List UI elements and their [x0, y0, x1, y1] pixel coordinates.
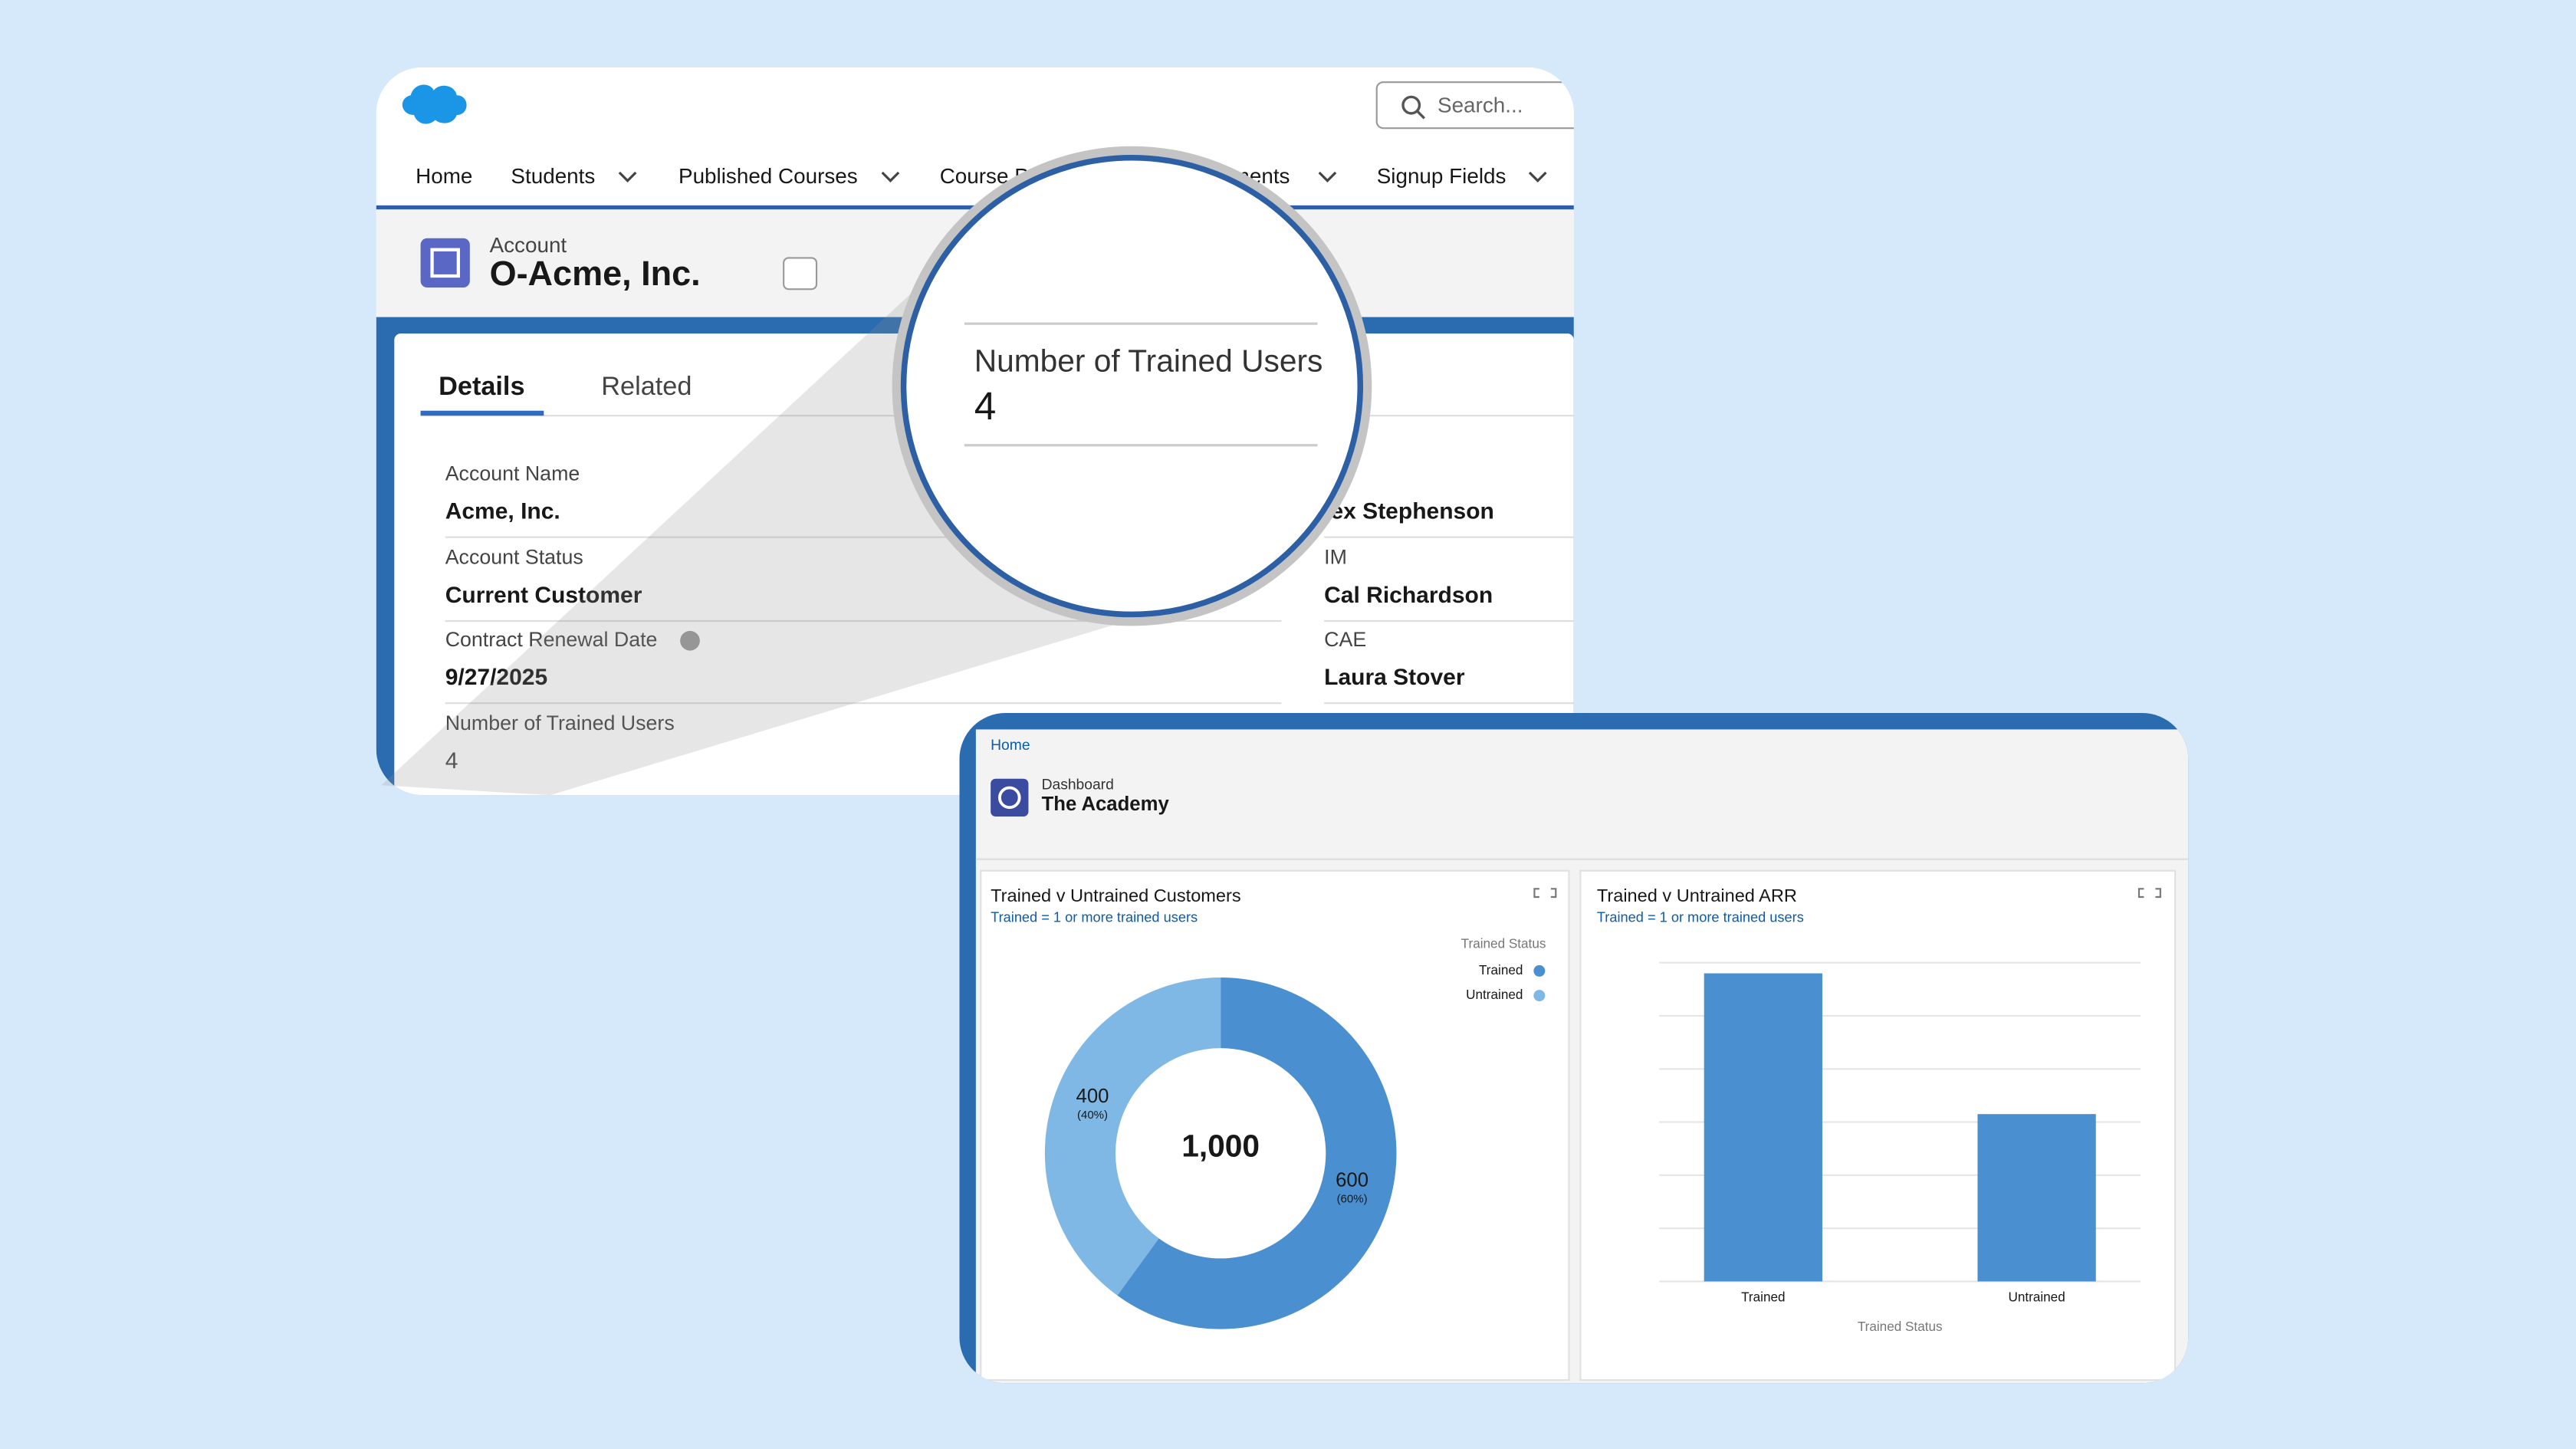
field-value: Current Customer: [445, 583, 642, 608]
x-tick-label: Untrained: [2008, 1289, 2065, 1304]
fields: Details Related Account Name Acme, Inc. Acco…: [439, 372, 1574, 774]
field-label: Account Name: [445, 462, 580, 485]
charts: Trained v Untrained Customers Trained = 1…: [991, 886, 2141, 1334]
expand-icon[interactable]: [2137, 888, 2161, 899]
field-label: IM: [1324, 546, 1347, 569]
search-icon: [1401, 95, 1421, 115]
magnifier-label: Number of Trained Users: [974, 343, 1323, 378]
legend-label: Trained: [1479, 962, 1523, 978]
legend-label: Untrained: [1466, 987, 1523, 1002]
dashboard-icon-glyph: [998, 786, 1021, 810]
nav-chevron: [1528, 171, 1547, 182]
center-label: 1,000: [1181, 1129, 1260, 1164]
segment-percent: (40%): [1077, 1109, 1108, 1122]
field-value: Acme, Inc.: [445, 498, 560, 524]
chart-title: Trained v Untrained Customers: [991, 886, 1241, 905]
field-label: Contract Renewal Date: [445, 628, 658, 651]
record-type: Dashboard: [1042, 777, 1114, 793]
bar: [1704, 973, 1822, 1282]
nav-item[interactable]: Home: [416, 164, 472, 188]
field-value: lex Stephenson: [1324, 498, 1494, 524]
breadcrumb[interactable]: Home: [991, 738, 1030, 754]
tab[interactable]: Details: [439, 372, 524, 401]
donut-segment: [1117, 978, 1397, 1329]
expand-icon[interactable]: [1533, 888, 1557, 899]
active-tab-underline: [420, 410, 544, 416]
segment-value: 600: [1336, 1170, 1368, 1191]
record-name: O-Acme, Inc.: [490, 254, 701, 293]
field-value: 9/27/2025: [445, 665, 547, 690]
nav-item[interactable]: Signup Fields: [1377, 164, 1506, 188]
chart-subtitle: Trained = 1 or more trained users: [1597, 910, 1804, 925]
search-placeholder: Search...: [1438, 94, 1523, 117]
magnifier: Number of Trained Users 4: [892, 146, 1372, 626]
x-axis-label: Trained Status: [1858, 1319, 1943, 1334]
info-icon: [680, 630, 700, 651]
magnifier-value: 4: [974, 383, 997, 428]
segment-value: 400: [1076, 1086, 1109, 1107]
legend-dot: [1533, 990, 1546, 1002]
field-label: Account Status: [445, 546, 583, 569]
dashboard-icon: [991, 778, 1029, 816]
tab[interactable]: Related: [601, 372, 692, 401]
chart-title: Trained v Untrained ARR: [1597, 886, 1797, 905]
dashboard-card: Home Dashboard The Academy Trained v Unt…: [959, 713, 2189, 1384]
nav-item[interactable]: Students: [511, 164, 595, 188]
dashboard-name: The Academy: [1042, 794, 1170, 815]
field-value: 4: [445, 748, 458, 774]
field-label: Number of Trained Users: [445, 711, 675, 734]
field-value: Laura Stover: [1324, 665, 1465, 690]
search-icon: [1417, 110, 1426, 120]
hierarchy-button[interactable]: [783, 257, 818, 291]
account-icon: [420, 238, 470, 288]
x-tick-label: Trained: [1741, 1289, 1785, 1304]
search-box[interactable]: [1375, 81, 1598, 130]
nav-chevron: [881, 171, 900, 182]
account-icon-glyph: [430, 248, 460, 278]
donut-segment: [1044, 977, 1221, 1296]
field-label: CAE: [1324, 628, 1366, 651]
nav-item[interactable]: Published Courses: [678, 164, 858, 188]
legend-dot: [1533, 964, 1546, 977]
bar: [1977, 1114, 2096, 1282]
legend-title: Trained Status: [1461, 936, 1546, 951]
nav-chevron: [1318, 171, 1337, 182]
field-value: Cal Richardson: [1324, 583, 1493, 608]
record-type: Account: [490, 233, 567, 257]
nav-chevron: [618, 171, 637, 182]
segment-percent: (60%): [1337, 1192, 1368, 1205]
chart-subtitle: Trained = 1 or more trained users: [991, 910, 1198, 925]
magnifier-lens: [900, 154, 1364, 618]
logo: [402, 84, 467, 124]
